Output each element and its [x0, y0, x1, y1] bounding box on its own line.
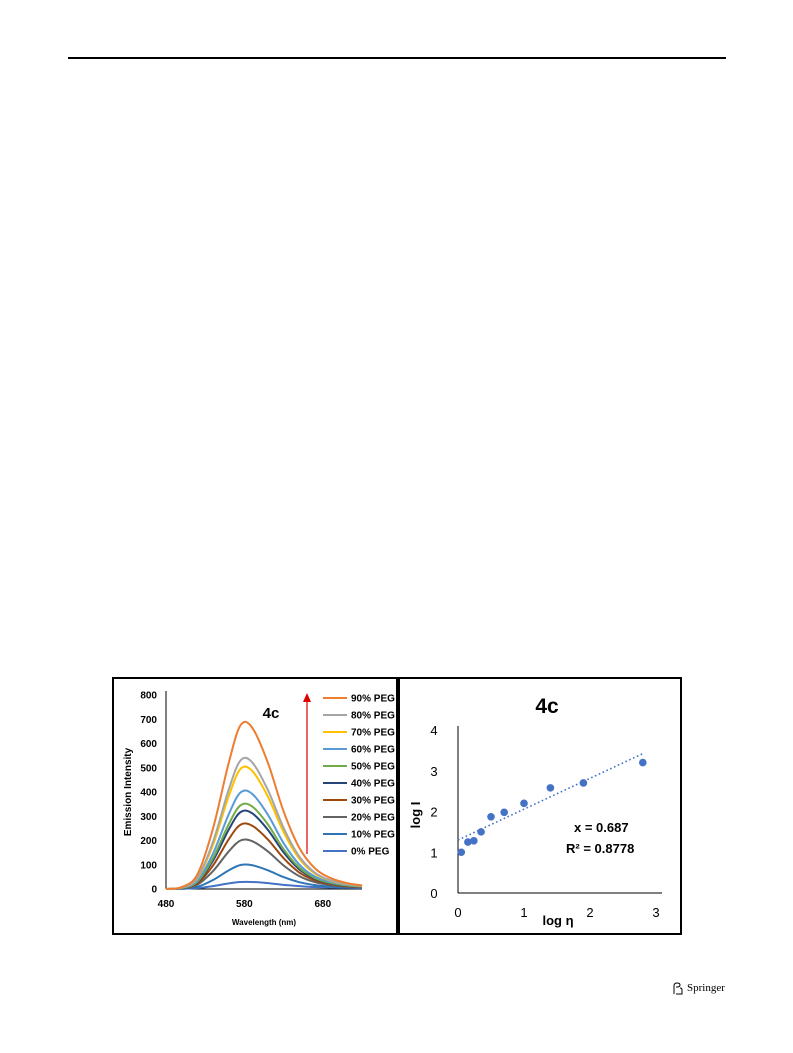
- x-tick-label: 3: [652, 905, 659, 920]
- data-point: [579, 779, 588, 787]
- series-line: [165, 880, 363, 890]
- y-tick-label: 4: [430, 723, 437, 738]
- legend-label: 40% PEG: [351, 779, 395, 790]
- annotation-slope: x = 0.687: [574, 820, 629, 835]
- y-tick-label: 600: [140, 739, 157, 750]
- series-line: [165, 863, 363, 891]
- figure-4c: 0 100 200 300 400 500 600 700 800 480 580 680 Wavele…: [112, 677, 682, 935]
- y-tick-label: 3: [430, 764, 437, 779]
- legend-label: 70% PEG: [351, 728, 395, 739]
- x-axis-label: Wavelength (nm): [232, 918, 296, 927]
- series-line: [165, 838, 363, 890]
- data-point: [546, 784, 555, 792]
- legend-label: 30% PEG: [351, 796, 395, 807]
- x-tick-label: 2: [586, 905, 593, 920]
- y-tick-label: 500: [140, 763, 157, 774]
- trendline: [457, 752, 644, 841]
- y-tick-label: 0: [430, 886, 437, 901]
- y-tick-label: 200: [140, 836, 157, 847]
- publisher-footer: Springer: [672, 980, 725, 996]
- chart-title: 4c: [263, 705, 280, 722]
- legend-arrow-head: [303, 693, 311, 702]
- legend-label: 60% PEG: [351, 745, 395, 756]
- data-point: [487, 812, 495, 821]
- y-tick-label: 1: [430, 845, 437, 860]
- y-axis-label: Emission Intensity: [123, 747, 134, 836]
- y-tick-label: 100: [140, 860, 157, 871]
- emission-spectra-chart: 0 100 200 300 400 500 600 700 800 480 580 680 Wavele…: [123, 691, 395, 928]
- legend-label: 90% PEG: [351, 694, 395, 705]
- x-tick-label: 680: [314, 899, 331, 910]
- series-line: [165, 789, 363, 890]
- y-tick-label: 800: [140, 691, 157, 702]
- y-tick-label: 400: [140, 788, 157, 799]
- chart-title: 4c: [535, 695, 559, 718]
- x-tick-label: 480: [158, 899, 175, 910]
- panel-divider: [396, 679, 400, 933]
- publisher-name: Springer: [687, 982, 725, 994]
- legend-label: 10% PEG: [351, 830, 395, 841]
- legend-label: 80% PEG: [351, 711, 395, 722]
- x-tick-label: 1: [520, 905, 527, 920]
- legend-label: 50% PEG: [351, 762, 395, 773]
- data-point: [520, 799, 528, 808]
- x-axis-label: log η: [542, 913, 573, 928]
- data-point: [477, 828, 485, 836]
- series-line: [165, 756, 363, 890]
- x-tick-label: 580: [236, 899, 253, 910]
- y-tick-label: 2: [430, 805, 437, 820]
- data-point: [464, 838, 472, 846]
- data-point: [639, 758, 647, 767]
- y-tick-label: 700: [140, 715, 157, 726]
- header-rule: [68, 57, 726, 59]
- legend-label: 0% PEG: [351, 847, 390, 858]
- series-line: [165, 720, 363, 890]
- log-plot-chart: 4c 0 1 2 3 4 0 1 2 3 log η log I x = 0.687 R² = 0.877…: [408, 695, 662, 928]
- data-point: [457, 848, 466, 857]
- annotation-r-squared: R² = 0.8778: [566, 841, 634, 856]
- series-line: [165, 765, 363, 890]
- springer-logo-icon: [673, 981, 683, 994]
- x-tick-label: 0: [454, 905, 461, 920]
- y-tick-label: 300: [140, 812, 157, 823]
- legend-label: 20% PEG: [351, 813, 395, 824]
- data-point: [470, 837, 478, 845]
- y-axis-label: log I: [408, 802, 423, 829]
- data-point: [500, 808, 508, 817]
- y-tick-label: 0: [151, 885, 157, 896]
